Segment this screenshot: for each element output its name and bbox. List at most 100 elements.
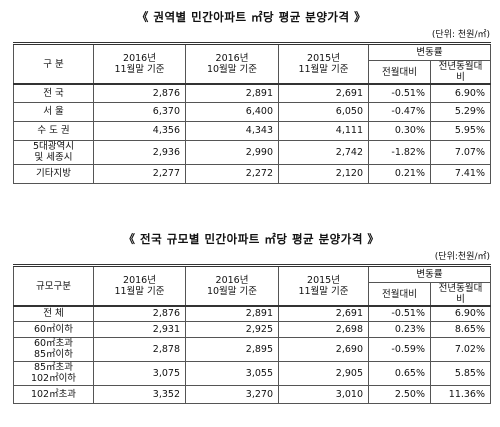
data-cell: 2,742	[278, 139, 369, 165]
table-body: 전 국 2,876 2,891 2,691 -0.51% 6.90% 서 울 6,370 6,4…	[13, 83, 492, 184]
header-cell: 2016년 11월말 기준	[93, 264, 186, 307]
data-cell: 2,277	[93, 163, 186, 184]
row-label: 기타지방	[13, 163, 94, 184]
row-label: 60㎡초과 85㎡이하	[13, 336, 94, 362]
data-cell: 3,055	[185, 360, 279, 386]
data-cell: 2,698	[278, 320, 369, 338]
data-cell: 2,895	[185, 336, 279, 362]
data-cell: 3,352	[93, 384, 186, 404]
row-label: 102㎡초과	[13, 384, 94, 404]
table-block: 《 권역별 민간아파트 ㎡당 평균 분양가격 》 (단위: 천원/㎡) 구 분 201…	[13, 6, 492, 184]
header-group: 변동률	[367, 42, 492, 61]
data-row: 60㎡초과 85㎡이하 2,878 2,895 2,690 -0.59% 7.02%	[13, 336, 492, 362]
header-row: 규모구분 2016년 11월말 기준 2016년 10월말 기준 2015년 11월말…	[13, 264, 492, 307]
data-cell: 0.23%	[368, 320, 431, 338]
data-cell: 2,905	[278, 360, 369, 386]
data-cell: 6,050	[278, 101, 369, 122]
data-cell: 4,343	[185, 120, 279, 141]
data-row: 전 국 2,876 2,891 2,691 -0.51% 6.90%	[13, 83, 492, 103]
data-row: 수 도 권 4,356 4,343 4,111 0.30% 5.95%	[13, 120, 492, 141]
header-cell: 전월대비	[368, 60, 431, 85]
data-row: 60㎡이하 2,931 2,925 2,698 0.23% 8.65%	[13, 320, 492, 338]
data-row: 서 울 6,370 6,400 6,050 -0.47% 5.29%	[13, 101, 492, 122]
data-cell: 7.41%	[429, 163, 492, 184]
table-title: 《 전국 규모별 민간아파트 ㎡당 평균 분양가격 》	[123, 232, 380, 246]
data-cell: 4,111	[278, 120, 369, 141]
header-cell: 2016년 11월말 기준	[93, 42, 186, 85]
data-cell: 6,370	[93, 101, 186, 122]
row-label: 5대광역시 및 세종시	[13, 139, 94, 165]
row-label: 전 체	[13, 305, 94, 322]
header-cell: 2015년 11월말 기준	[278, 264, 369, 307]
header-cell: 전년동월대비	[429, 282, 492, 307]
header-cell: 2016년 10월말 기준	[185, 264, 279, 307]
data-cell: 7.02%	[429, 336, 492, 362]
data-cell: 0.30%	[368, 120, 431, 141]
data-cell: -0.59%	[368, 336, 431, 362]
data-cell: 2,990	[185, 139, 279, 165]
data-table: 구 분 2016년 11월말 기준 2016년 10월말 기준 2015년 11월말 …	[13, 42, 492, 184]
data-cell: -0.51%	[368, 83, 431, 103]
unit-label: (단위:천원/㎡)	[434, 252, 490, 262]
data-cell: 5.95%	[429, 120, 492, 141]
row-label: 60㎡이하	[13, 320, 94, 338]
data-row: 전 체 2,876 2,891 2,691 -0.51% 6.90%	[13, 305, 492, 322]
header-cell: 2016년 10월말 기준	[185, 42, 279, 85]
data-cell: 2,878	[93, 336, 186, 362]
data-row: 85㎡초과 102㎡이하 3,075 3,055 2,905 0.65% 5.85%	[13, 360, 492, 386]
table-title: 《 권역별 민간아파트 ㎡당 평균 분양가격 》	[136, 10, 367, 24]
data-cell: 2,876	[93, 83, 186, 103]
data-cell: 2,272	[185, 163, 279, 184]
data-cell: 7.07%	[429, 139, 492, 165]
header-group: 변동률	[367, 264, 492, 283]
header-cell: 전년동월대비	[429, 60, 492, 85]
data-row: 102㎡초과 3,352 3,270 3,010 2.50% 11.36%	[13, 384, 492, 404]
data-row: 기타지방 2,277 2,272 2,120 0.21% 7.41%	[13, 163, 492, 184]
data-cell: 8.65%	[429, 320, 492, 338]
data-cell: 5.29%	[429, 101, 492, 122]
data-cell: 4,356	[93, 120, 186, 141]
header-cell: 규모구분	[13, 264, 94, 307]
data-cell: 2,691	[278, 305, 369, 322]
data-cell: 2,690	[278, 336, 369, 362]
data-cell: 0.21%	[368, 163, 431, 184]
data-cell: 6.90%	[429, 305, 492, 322]
data-cell: 2,120	[278, 163, 369, 184]
table-block: 《 전국 규모별 민간아파트 ㎡당 평균 분양가격 》 (단위:천원/㎡) 규모구분…	[13, 228, 492, 404]
data-cell: 2,876	[93, 305, 186, 322]
data-cell: 2,891	[185, 83, 279, 103]
data-cell: 3,010	[278, 384, 369, 404]
data-cell: -0.51%	[368, 305, 431, 322]
data-cell: 2.50%	[368, 384, 431, 404]
data-cell: 5.85%	[429, 360, 492, 386]
data-cell: 6.90%	[429, 83, 492, 103]
table-header: 규모구분 2016년 11월말 기준 2016년 10월말 기준 2015년 11월말…	[13, 264, 492, 307]
row-label: 서 울	[13, 101, 94, 122]
data-table: 규모구분 2016년 11월말 기준 2016년 10월말 기준 2015년 11월말…	[13, 264, 492, 404]
data-cell: 2,936	[93, 139, 186, 165]
data-cell: -1.82%	[368, 139, 431, 165]
header-cell: 전월대비	[368, 282, 431, 307]
header-row: 전월대비 전년동월대비	[14, 282, 492, 307]
data-cell: 0.65%	[368, 360, 431, 386]
table-body: 전 체 2,876 2,891 2,691 -0.51% 6.90% 60㎡이하 2,931 2…	[13, 305, 492, 404]
row-label: 85㎡초과 102㎡이하	[13, 360, 94, 386]
unit-label: (단위: 천원/㎡)	[431, 30, 490, 40]
data-cell: 11.36%	[429, 384, 492, 404]
header-cell: 구 분	[13, 42, 94, 85]
data-cell: 2,891	[185, 305, 279, 322]
data-cell: 2,931	[93, 320, 186, 338]
table-header: 구 분 2016년 11월말 기준 2016년 10월말 기준 2015년 11월말 …	[13, 42, 492, 85]
header-row: 구 분 2016년 11월말 기준 2016년 10월말 기준 2015년 11월말 …	[13, 42, 492, 85]
data-cell: 2,925	[185, 320, 279, 338]
data-cell: 6,400	[185, 101, 279, 122]
data-cell: -0.47%	[368, 101, 431, 122]
data-cell: 2,691	[278, 83, 369, 103]
header-cell: 2015년 11월말 기준	[278, 42, 369, 85]
data-cell: 3,075	[93, 360, 186, 386]
data-cell: 3,270	[185, 384, 279, 404]
data-row: 5대광역시 및 세종시 2,936 2,990 2,742 -1.82% 7.07%	[13, 139, 492, 165]
row-label: 수 도 권	[13, 120, 94, 141]
row-label: 전 국	[13, 83, 94, 103]
